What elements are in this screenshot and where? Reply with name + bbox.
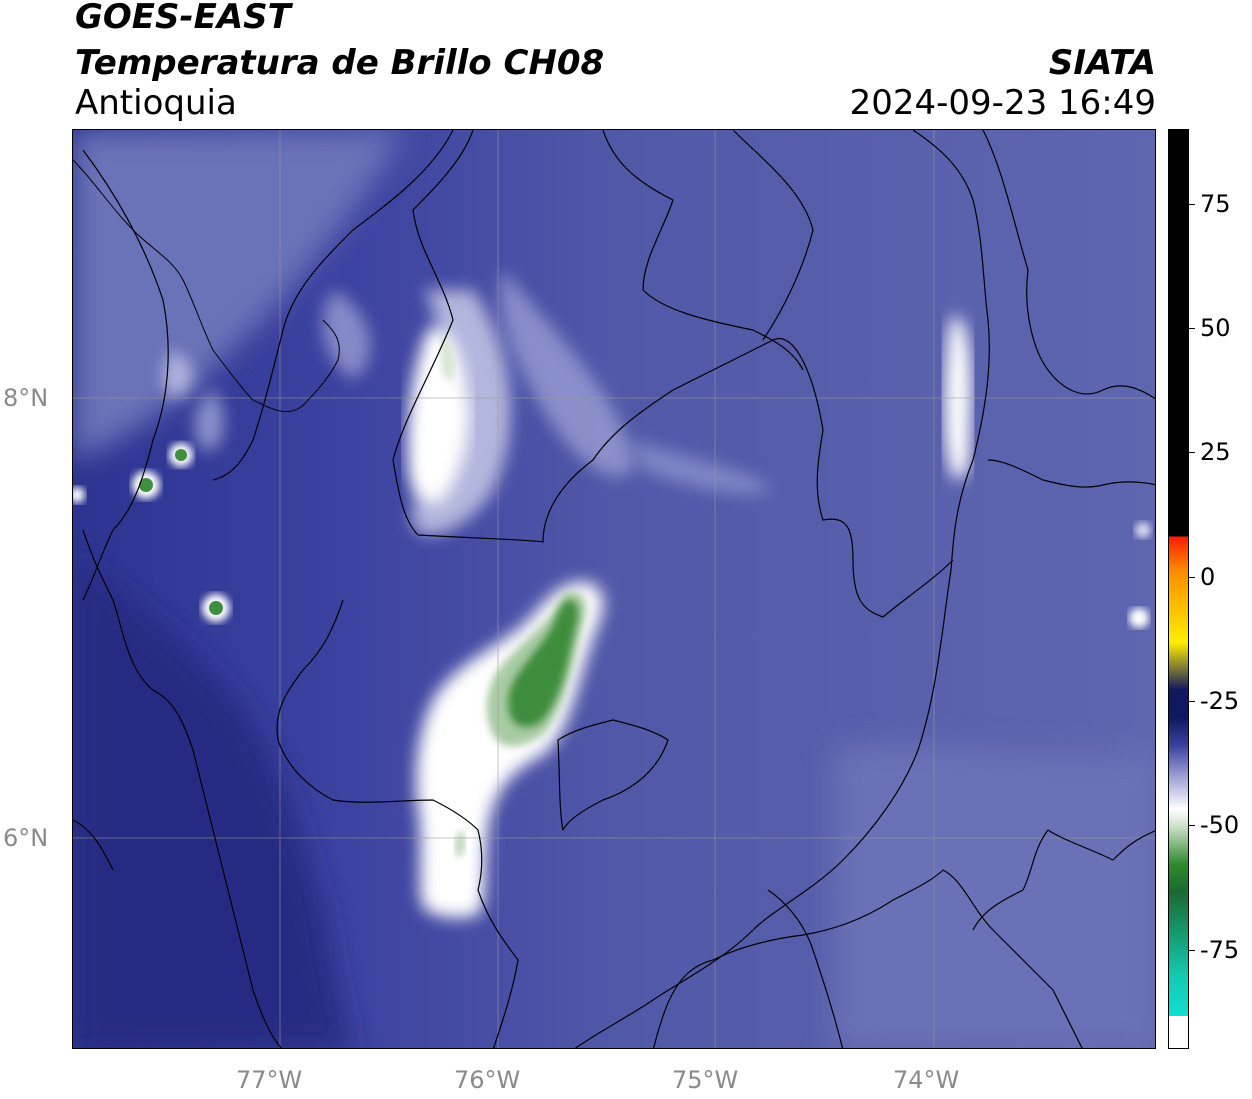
timestamp-label: 2024-09-23 16:49 <box>849 83 1156 123</box>
small-convective-cells <box>73 443 1151 628</box>
colorbar-tick <box>1189 700 1195 702</box>
title-satellite: GOES-EAST <box>75 0 291 37</box>
colorbar-tick-label: 0 <box>1200 562 1216 591</box>
cloud-main-core <box>508 600 579 728</box>
colorbar-tick <box>1189 825 1195 827</box>
cloud-north-center-core <box>440 335 455 381</box>
lat-label-6n: 6°N <box>3 824 49 852</box>
lat-label-8n: 8°N <box>3 384 49 412</box>
colorbar-tick-label: -50 <box>1200 811 1240 840</box>
colorbar-tick-label: 75 <box>1200 189 1231 218</box>
lon-label-77w: 77°W <box>236 1066 303 1094</box>
colorbar-tick-label: -75 <box>1200 935 1240 964</box>
coastline <box>73 159 340 413</box>
temperature-colorbar <box>1168 129 1189 1049</box>
lon-label-76w: 76°W <box>454 1066 521 1094</box>
colorbar-tick-label: -25 <box>1200 686 1240 715</box>
lon-label-74w: 74°W <box>893 1066 960 1094</box>
colorbar-tick <box>1189 949 1195 951</box>
lon-label-75w: 75°W <box>672 1066 739 1094</box>
organization-label: SIATA <box>1048 43 1156 83</box>
region-label: Antioquia <box>75 83 237 123</box>
brightness-temperature-map <box>72 129 1156 1049</box>
northwest-light-region <box>73 130 403 460</box>
colorbar-tick-label: 25 <box>1200 438 1231 467</box>
colorbar-tick <box>1189 576 1195 578</box>
graticule <box>73 130 1155 1048</box>
colorbar-tick-label: 50 <box>1200 313 1231 342</box>
administrative-boundaries <box>73 130 1155 1048</box>
title-product: Temperatura de Brillo CH08 <box>75 43 605 83</box>
colorbar-tick <box>1189 452 1195 454</box>
colorbar-tick <box>1189 203 1195 205</box>
map-canvas <box>73 130 1155 1048</box>
cloud-south-tail-core <box>454 830 466 858</box>
southeast-light-region <box>833 744 1155 1048</box>
pacific-dark-region <box>73 560 353 1048</box>
colorbar-tick <box>1189 327 1195 329</box>
